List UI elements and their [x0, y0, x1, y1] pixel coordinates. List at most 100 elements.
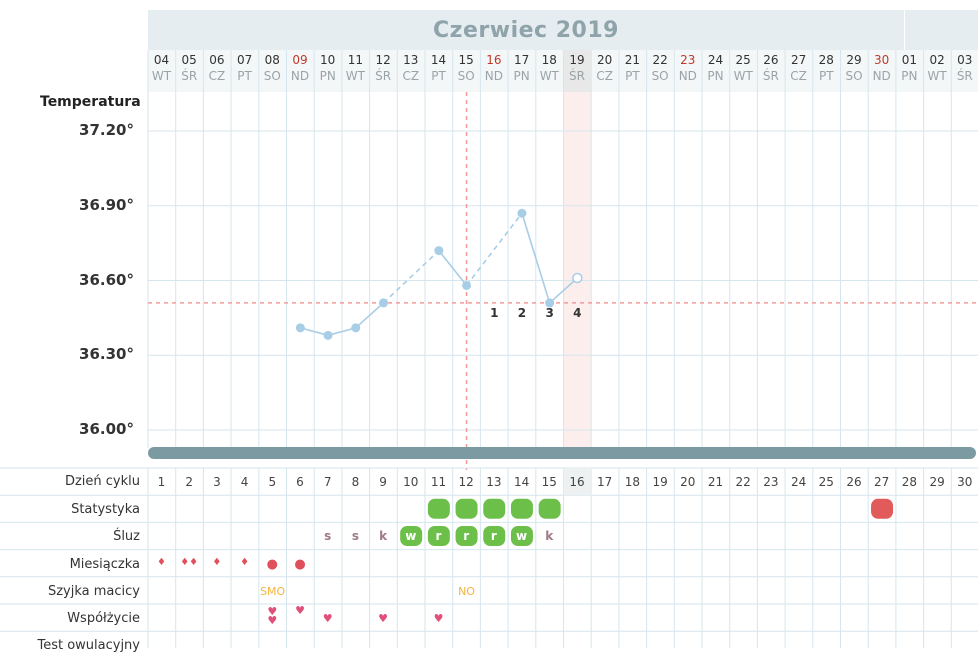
- day-header-cell[interactable]: 07 PT: [231, 52, 258, 90]
- luteal-day-label: 2: [517, 306, 527, 320]
- cycle-day-number: 28: [901, 475, 918, 489]
- day-header-cell[interactable]: 13 CZ: [397, 52, 424, 90]
- temperature-point: [323, 330, 333, 340]
- cycle-day-number: 5: [268, 475, 277, 489]
- y-tick-label: 37.20°: [79, 121, 134, 139]
- weekday-label: ND: [678, 69, 697, 83]
- day-header-cell[interactable]: 12 ŚR: [370, 52, 397, 90]
- temperature-point: [572, 272, 583, 284]
- day-number: 02: [929, 53, 945, 67]
- day-number: 26: [763, 53, 779, 67]
- day-header-cell[interactable]: 26 ŚR: [757, 52, 784, 90]
- period-drop-icon: ♦: [212, 556, 222, 568]
- cycle-day-number: 13: [486, 475, 502, 489]
- mucus-mark: k: [379, 529, 388, 544]
- weekday-label: SO: [457, 69, 475, 83]
- stats-blob: [538, 498, 561, 519]
- horizontal-scrollbar[interactable]: [148, 447, 976, 459]
- temperature-point: [351, 323, 361, 333]
- cycle-day-number: 7: [323, 475, 332, 489]
- day-header-cell[interactable]: 23 ND: [674, 52, 701, 90]
- temperature-point: [462, 280, 472, 290]
- cervix-mark: SMO: [260, 584, 286, 598]
- day-header-cell[interactable]: 27 CZ: [785, 52, 812, 90]
- day-header-cell[interactable]: 06 CZ: [203, 52, 230, 90]
- day-header-cell[interactable]: 30 ND: [868, 52, 895, 90]
- temperature-segment: [327, 327, 356, 337]
- day-header-cell[interactable]: 08 SO: [259, 52, 286, 90]
- day-number: 23: [680, 53, 696, 67]
- day-header-cell[interactable]: 24 PN: [702, 52, 729, 90]
- day-number: 13: [403, 53, 419, 67]
- day-header-cell[interactable]: 05 ŚR: [176, 52, 203, 90]
- cycle-day-number: 3: [213, 475, 221, 489]
- mucus-mark: r: [490, 529, 497, 544]
- day-header-cell[interactable]: 28 PT: [813, 52, 840, 90]
- weekday-label: CZ: [596, 69, 613, 83]
- y-axis-title: Temperatura: [40, 94, 141, 110]
- today-column-highlight: [563, 92, 592, 448]
- row-label-ovulation-test: Test owulacyjny: [37, 638, 140, 653]
- day-header-cell[interactable]: 10 PN: [314, 52, 341, 90]
- day-header-cell[interactable]: 19 ŚR: [564, 52, 591, 90]
- stats-blob: [427, 498, 450, 519]
- day-header-cell[interactable]: 18 WT: [536, 52, 563, 90]
- day-header-cell[interactable]: 20 CZ: [591, 52, 618, 90]
- day-header-cell[interactable]: 02 WT: [924, 52, 951, 90]
- day-header-cell[interactable]: 21 PT: [619, 52, 646, 90]
- stats-blob: [483, 498, 506, 519]
- cycle-day-number: 18: [624, 475, 641, 489]
- weekday-label: ŚR: [375, 69, 392, 83]
- row-label-period: Miesiączka: [69, 557, 140, 572]
- cycle-day-number: 11: [430, 475, 447, 489]
- mucus-mark: r: [435, 529, 442, 544]
- day-header-cell[interactable]: 09 ND: [287, 52, 314, 90]
- day-header-cell[interactable]: 03 ŚR: [951, 52, 978, 90]
- cycle-day-number: 8: [351, 475, 360, 489]
- day-number: 03: [957, 53, 973, 67]
- day-number: 27: [790, 53, 807, 67]
- day-number: 07: [236, 53, 253, 67]
- day-number: 20: [597, 53, 613, 67]
- cycle-day-number: 19: [652, 475, 668, 489]
- temperature-segment: [300, 327, 329, 337]
- weekday-label: CZ: [402, 69, 420, 83]
- day-number: 08: [264, 53, 280, 67]
- day-number: 06: [209, 53, 225, 67]
- period-dot-icon: ●: [294, 556, 306, 572]
- day-header-cell[interactable]: 15 SO: [453, 52, 480, 90]
- day-header-cell[interactable]: 22 SO: [647, 52, 674, 90]
- cycle-day-number: 6: [296, 475, 304, 489]
- mucus-blob: [455, 526, 478, 546]
- day-header-cell[interactable]: 11 WT: [342, 52, 369, 90]
- day-header-cell[interactable]: 01 PN: [896, 52, 923, 90]
- cycle-day-number: 21: [707, 475, 724, 489]
- day-header-cell[interactable]: 25 WT: [730, 52, 757, 90]
- weekday-label: SO: [845, 69, 863, 83]
- row-label-cervix: Szyjka macicy: [47, 584, 140, 599]
- temperature-point: [378, 298, 388, 308]
- weekday-label: WT: [927, 69, 947, 83]
- cycle-day-number: 10: [403, 475, 419, 489]
- day-header-cell[interactable]: 16 ND: [480, 52, 507, 90]
- temperature-point: [545, 298, 555, 308]
- day-header-cell[interactable]: 29 SO: [841, 52, 868, 90]
- weekday-label: WT: [151, 69, 172, 83]
- cycle-day-number: 22: [735, 475, 751, 489]
- intercourse-heart-icon: ♥ ♥: [267, 605, 278, 627]
- weekday-label: PN: [901, 69, 918, 83]
- mucus-mark: w: [516, 529, 528, 544]
- temperature-point: [295, 323, 305, 333]
- day-header-cell[interactable]: 04 WT: [148, 52, 175, 90]
- cycle-day-number: 4: [240, 475, 249, 489]
- day-number: 24: [707, 53, 724, 67]
- weekday-label: ŚR: [956, 69, 973, 83]
- mucus-mark: s: [324, 529, 332, 544]
- period-drop-icon: ♦: [240, 556, 250, 568]
- day-header-cell[interactable]: 14 PT: [425, 52, 452, 90]
- cycle-day-number: 1: [157, 475, 166, 489]
- day-header-cell[interactable]: 17 PN: [508, 52, 535, 90]
- cycle-day-number: 24: [790, 475, 807, 489]
- weekday-label: PN: [319, 69, 336, 83]
- day-number: 16: [486, 53, 502, 67]
